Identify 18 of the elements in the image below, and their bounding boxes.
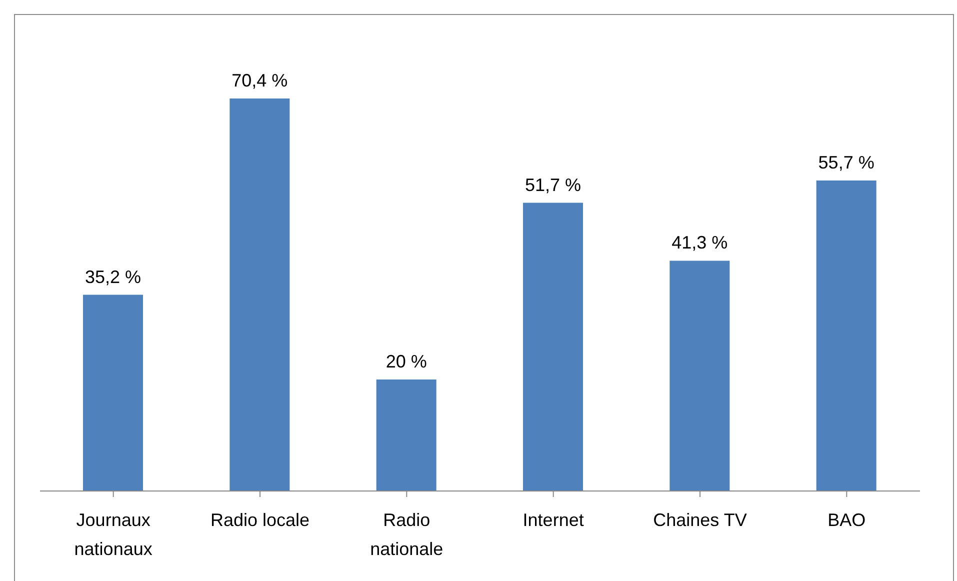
bar: [230, 98, 290, 491]
x-tick-label: Radio nationale: [370, 510, 444, 559]
bar: [816, 180, 876, 491]
x-tick-label: Radio locale: [210, 510, 310, 530]
data-label: 41,3 %: [672, 232, 728, 253]
x-tick-label: Internet: [522, 510, 584, 530]
bar: [83, 294, 143, 491]
bar: [523, 202, 583, 491]
data-label: 20 %: [386, 351, 427, 372]
bar: [670, 260, 730, 491]
x-tick-label: Chaines TV: [653, 510, 747, 530]
x-tick-label: Journaux nationaux: [74, 510, 152, 559]
data-label: 51,7 %: [524, 174, 582, 195]
data-label: 35,2 %: [84, 266, 142, 287]
data-label: 55,7 %: [818, 152, 874, 172]
x-tick-label: BAO: [828, 510, 866, 530]
data-label: 70,4 %: [232, 70, 288, 90]
bar: [376, 379, 436, 491]
